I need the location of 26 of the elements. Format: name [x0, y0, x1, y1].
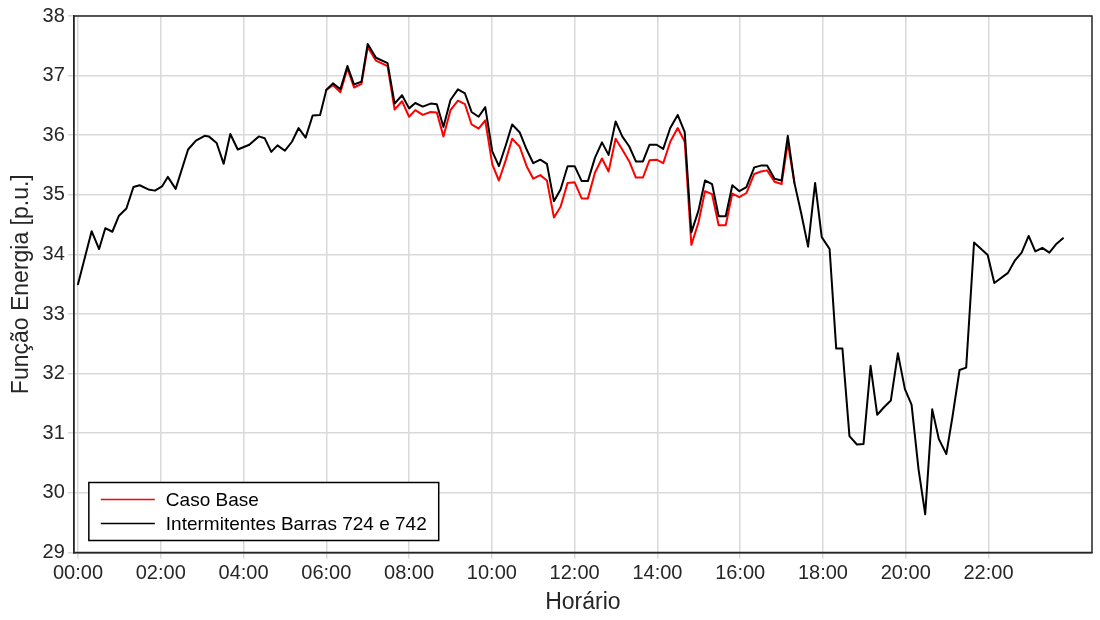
x-tick-label: 00:00 — [52, 560, 104, 583]
x-tick-label: 22:00 — [963, 560, 1014, 583]
x-tick-label: 04:00 — [218, 560, 269, 583]
y-axis-title: Função Energia [p.u.] — [7, 174, 34, 395]
y-tick-label: 29 — [42, 539, 65, 562]
y-tick-label: 36 — [42, 122, 65, 145]
y-tick-label: 37 — [42, 63, 65, 86]
y-tick-label: 32 — [42, 361, 65, 384]
y-tick-label: 33 — [42, 301, 65, 324]
x-tick-label: 08:00 — [384, 560, 435, 583]
x-tick-label: 02:00 — [135, 560, 186, 583]
legend-label: Intermitentes Barras 724 e 742 — [165, 512, 427, 534]
x-tick-label: 10:00 — [466, 560, 517, 583]
y-tick-label: 38 — [42, 3, 65, 26]
x-tick-label: 14:00 — [632, 560, 683, 583]
x-tick-label: 06:00 — [301, 560, 352, 583]
y-tick-label: 34 — [42, 241, 65, 264]
x-tick-label: 18:00 — [797, 560, 849, 583]
y-tick-label: 35 — [42, 182, 65, 205]
x-tick-label: 16:00 — [715, 560, 766, 583]
legend-label: Caso Base — [165, 488, 259, 510]
x-tick-label: 20:00 — [880, 560, 931, 583]
x-tick-label: 12:00 — [549, 560, 600, 583]
x-axis-title: Horário — [545, 587, 621, 614]
y-tick-label: 30 — [42, 480, 65, 503]
y-tick-label: 31 — [42, 420, 65, 443]
